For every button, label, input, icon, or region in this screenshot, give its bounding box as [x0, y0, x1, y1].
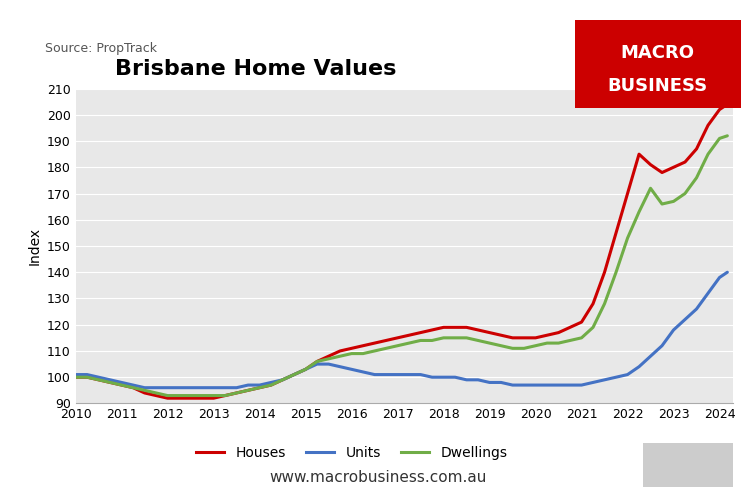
Dwellings: [232, 390, 241, 396]
Dwellings: [723, 133, 732, 139]
Line: Dwellings: Dwellings: [76, 136, 727, 396]
Dwellings: [71, 374, 80, 380]
Units: [565, 382, 575, 388]
Text: www.macrobusiness.com.au: www.macrobusiness.com.au: [269, 470, 487, 485]
Text: BUSINESS: BUSINESS: [608, 77, 708, 95]
Line: Houses: Houses: [76, 104, 727, 398]
Text: MACRO: MACRO: [621, 44, 695, 62]
Houses: [565, 324, 575, 330]
Legend: Houses, Units, Dwellings: Houses, Units, Dwellings: [191, 441, 513, 466]
Text: Brisbane Home Values: Brisbane Home Values: [115, 59, 396, 79]
Dwellings: [704, 151, 713, 157]
Units: [232, 385, 241, 391]
Houses: [71, 374, 80, 380]
Houses: [243, 387, 253, 393]
Units: [71, 371, 80, 377]
Units: [243, 382, 253, 388]
Y-axis label: Index: Index: [27, 227, 42, 265]
Dwellings: [163, 393, 172, 399]
Units: [140, 385, 149, 391]
Dwellings: [243, 387, 253, 393]
Dwellings: [519, 345, 528, 351]
Houses: [634, 151, 643, 157]
Houses: [704, 123, 713, 128]
Houses: [163, 395, 172, 401]
Line: Units: Units: [76, 272, 727, 388]
Units: [634, 364, 643, 369]
Units: [519, 382, 528, 388]
Dwellings: [565, 338, 575, 343]
Units: [723, 269, 732, 275]
Text: Source: PropTrack: Source: PropTrack: [45, 42, 157, 55]
Houses: [519, 335, 528, 341]
Dwellings: [634, 209, 643, 215]
Houses: [232, 390, 241, 396]
Houses: [723, 101, 732, 107]
Units: [704, 290, 713, 296]
